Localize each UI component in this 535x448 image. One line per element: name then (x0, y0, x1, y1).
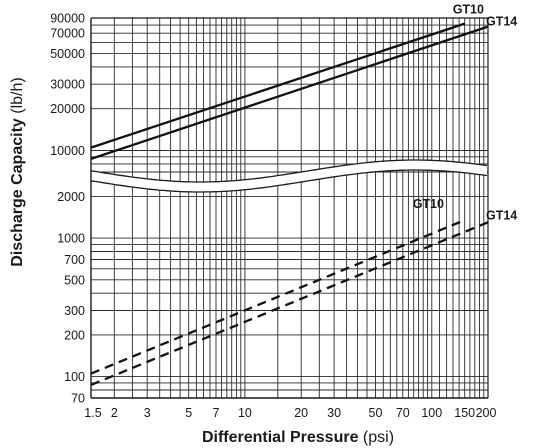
series-label-gt10-lower: GT10 (413, 197, 444, 211)
x-tick-label: 30 (327, 406, 341, 420)
y-tick-label: 2000 (57, 190, 85, 204)
plot-frame (90, 17, 489, 399)
x-tick-label: 2 (111, 406, 118, 420)
y-tick-label: 500 (64, 273, 85, 287)
x-tick-label: 100 (421, 406, 442, 420)
x-tick-labels: 1.5 2 3 5 7 10 20 30 50 70 100 150 200 (84, 406, 496, 420)
y-tick-label: 100 (64, 370, 85, 384)
series-line-gt10-upper (90, 22, 466, 149)
axis-break (90, 159, 488, 193)
x-axis-unit: (psi) (363, 429, 394, 446)
series-line-gt14-upper (90, 25, 489, 160)
x-tick-label: 10 (238, 406, 252, 420)
x-tick-label: 7 (213, 406, 220, 420)
x-tick-label: 200 (476, 406, 497, 420)
series-line-gt14-lower (90, 221, 489, 386)
x-tick-label: 3 (144, 406, 151, 420)
x-tick-label: 50 (369, 406, 383, 420)
y-tick-label: 70000 (50, 27, 85, 41)
y-tick-label: 1000 (57, 232, 85, 246)
x-tick-label: 1.5 (84, 406, 101, 420)
x-tick-label: 20 (294, 406, 308, 420)
x-tick-label: 150 (454, 406, 475, 420)
x-axis-title: Differential Pressure (psi) (202, 429, 394, 446)
axis-break-edge-top (90, 159, 488, 183)
x-tick-label: 70 (396, 406, 410, 420)
y-tick-label: 90000 (50, 12, 85, 26)
axis-break-edge-bottom (90, 169, 488, 193)
y-tick-label: 700 (64, 253, 85, 267)
series-label-gt10-upper: GT10 (453, 3, 484, 17)
y-axis-title: Discharge Capacity (lb/h) (9, 77, 26, 266)
axis-break-band (91, 160, 487, 192)
y-tick-label: 10000 (50, 144, 85, 158)
y-tick-label: 200 (64, 328, 85, 342)
y-axis-title-text: Discharge Capacity (9, 118, 26, 267)
x-axis-title-text: Differential Pressure (202, 429, 359, 446)
x-tick-label: 5 (185, 406, 192, 420)
y-tick-label: 20000 (50, 102, 85, 116)
y-tick-label: 50000 (50, 47, 85, 61)
y-axis-unit: (lb/h) (9, 77, 26, 113)
series-label-gt14-lower: GT14 (486, 208, 517, 222)
series-label-gt14-upper: GT14 (486, 15, 517, 29)
series-line-gt10-lower (90, 219, 466, 375)
series-lines (90, 22, 489, 386)
y-tick-label: 30000 (50, 78, 85, 92)
y-tick-label: 300 (64, 304, 85, 318)
y-tick-label: 70 (71, 392, 85, 406)
